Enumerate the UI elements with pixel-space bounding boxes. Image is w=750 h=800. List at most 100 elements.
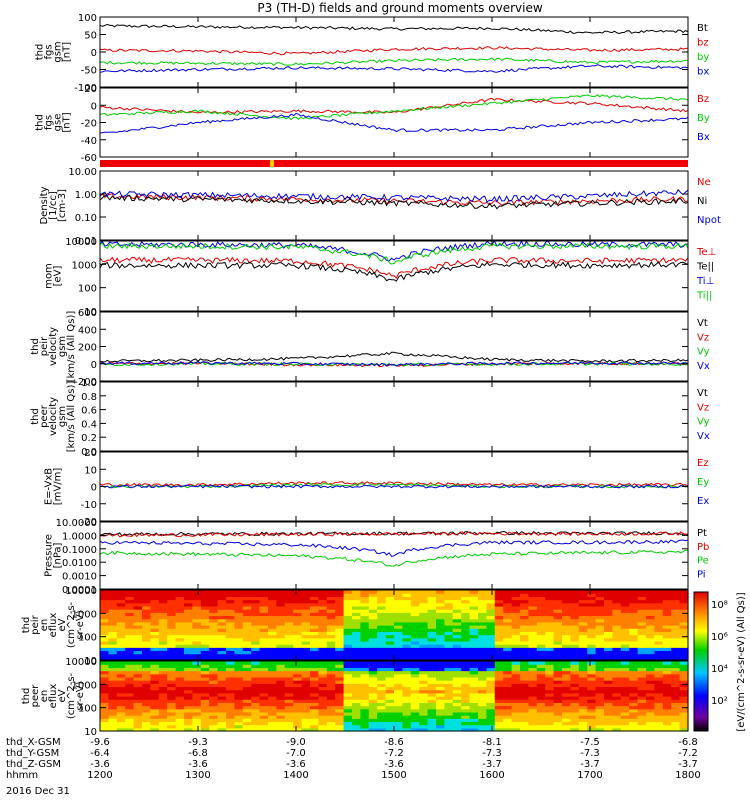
heatmap-cell — [217, 667, 227, 672]
heatmap-cell — [318, 699, 328, 703]
heatmap-cell — [108, 673, 118, 678]
heatmap-cell — [310, 609, 319, 613]
heatmap-cell — [268, 667, 277, 672]
heatmap-cell — [217, 727, 227, 732]
y-tick-label: -20 — [81, 517, 97, 528]
heatmap-cell — [377, 599, 387, 604]
heatmap-cell — [242, 647, 252, 652]
heatmap-cell — [520, 661, 529, 665]
heatmap-cell — [116, 599, 126, 604]
heatmap-cell — [293, 650, 303, 655]
heatmap-cell — [385, 680, 395, 684]
heatmap-cell — [310, 599, 319, 604]
heatmap-cell — [452, 702, 462, 707]
heatmap-cell — [486, 699, 496, 703]
heatmap-cell — [360, 664, 370, 668]
y-axis-label: gsm — [57, 406, 68, 427]
heatmap-cell — [276, 640, 286, 645]
heatmap-cell — [620, 640, 630, 645]
heatmap-cell — [158, 656, 168, 661]
heatmap-cell — [494, 664, 504, 668]
heatmap-cell — [494, 602, 504, 607]
heatmap-cell — [150, 676, 160, 681]
heatmap-cell — [352, 727, 361, 732]
heatmap-cell — [646, 609, 655, 613]
heatmap-cell — [326, 593, 336, 597]
heatmap-cell — [536, 609, 546, 613]
heatmap-cell — [620, 605, 630, 610]
heatmap-cell — [520, 686, 529, 691]
heatmap-cell — [276, 689, 286, 694]
heatmap-cell — [469, 612, 479, 617]
heatmap-cell — [133, 721, 143, 726]
heatmap-cell — [595, 718, 605, 723]
heatmap-cell — [427, 653, 437, 658]
x-row-value: 1600 — [479, 770, 504, 781]
heatmap-cell — [444, 711, 454, 716]
heatmap-cell — [259, 664, 269, 668]
heatmap-cell — [175, 705, 185, 710]
heatmap-cell — [368, 705, 378, 710]
heatmap-cell — [293, 647, 303, 652]
heatmap-cell — [562, 673, 571, 678]
y-tick-label: 0 — [91, 101, 97, 112]
heatmap-cell — [150, 596, 160, 601]
heatmap-cell — [469, 718, 479, 723]
heatmap-cell — [377, 625, 387, 629]
heatmap-cell — [419, 650, 429, 655]
heatmap-cell — [503, 727, 513, 732]
heatmap-cell — [436, 715, 445, 719]
heatmap-cell — [494, 647, 504, 652]
heatmap-cell — [276, 605, 286, 610]
heatmap-cell — [301, 683, 311, 688]
heatmap-cell — [503, 599, 513, 604]
heatmap-cell — [578, 650, 588, 655]
heatmap-cell — [150, 667, 160, 672]
heatmap-cell — [268, 631, 277, 636]
heatmap-cell — [167, 615, 177, 620]
heatmap-cell — [234, 705, 244, 710]
heatmap-cell — [184, 590, 193, 594]
heatmap-cell — [200, 715, 210, 719]
heatmap-cell — [116, 680, 126, 684]
heatmap-cell — [545, 661, 555, 665]
heatmap-cell — [620, 689, 630, 694]
heatmap-cell — [562, 650, 571, 655]
heatmap-cell — [293, 625, 303, 629]
heatmap-cell — [562, 724, 571, 729]
heatmap-cell — [377, 724, 387, 729]
heatmap-cell — [184, 647, 193, 652]
heatmap-cell — [444, 673, 454, 678]
heatmap-cell — [377, 702, 387, 707]
heatmap-cell — [343, 628, 353, 632]
heatmap-cell — [150, 605, 160, 610]
colorbar-tick-label: 10⁸ — [711, 600, 728, 611]
heatmap-cell — [276, 634, 286, 639]
y-tick-label: 100 — [78, 704, 97, 715]
heatmap-cell — [293, 593, 303, 597]
heatmap-cell — [360, 670, 370, 675]
heatmap-cell — [284, 661, 294, 665]
heatmap-cell — [671, 647, 681, 652]
heatmap-cell — [545, 653, 555, 658]
y-tick-label: -10 — [81, 500, 97, 511]
heatmap-cell — [662, 593, 672, 597]
heatmap-cell — [486, 686, 496, 691]
heatmap-cell — [604, 637, 613, 642]
series-line-Ni — [99, 194, 689, 210]
y-axis-label: eflux — [48, 613, 59, 638]
heatmap-cell — [654, 705, 664, 710]
heatmap-cell — [116, 647, 126, 652]
heatmap-cell — [646, 715, 655, 719]
heatmap-cell — [520, 724, 529, 729]
heatmap-cell — [427, 609, 437, 613]
heatmap-cell — [242, 596, 252, 601]
heatmap-cell — [553, 711, 563, 716]
heatmap-cell — [637, 631, 647, 636]
heatmap-cell — [108, 602, 118, 607]
heatmap-cell — [629, 680, 639, 684]
x-row-value: -6.8 — [188, 748, 208, 759]
heatmap-cell — [226, 634, 235, 639]
heatmap-cell — [637, 673, 647, 678]
heatmap-cell — [402, 637, 412, 642]
